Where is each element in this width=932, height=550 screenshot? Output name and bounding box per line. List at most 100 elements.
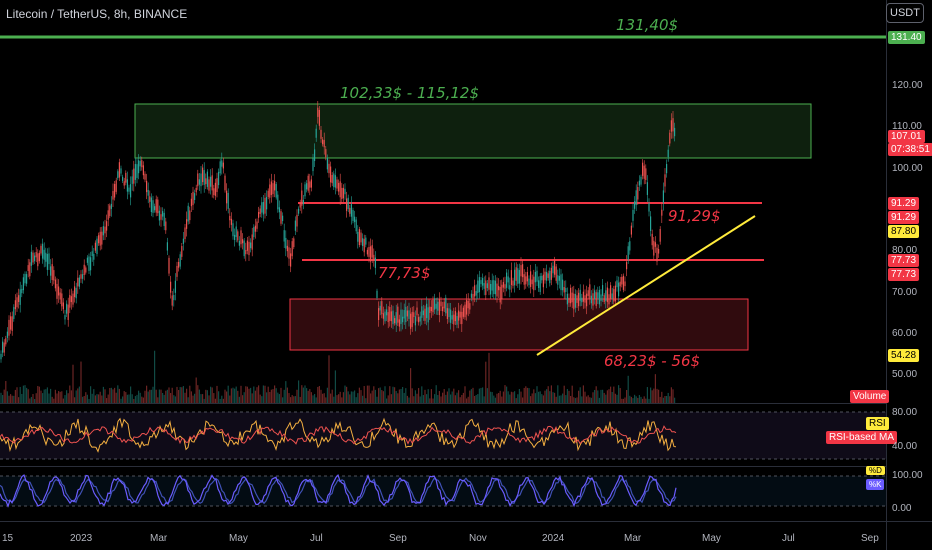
- volume-bar: [498, 392, 500, 403]
- candle-body: [634, 201, 636, 209]
- volume-bar: [358, 387, 360, 403]
- candle-body: [274, 180, 276, 191]
- volume-bar: [302, 387, 304, 403]
- volume-bar: [123, 391, 125, 403]
- candle-body: [61, 293, 63, 307]
- volume-bar: [272, 389, 274, 403]
- volume-bar: [411, 388, 413, 403]
- candle-body: [603, 295, 605, 303]
- rsi-lines: [0, 417, 677, 453]
- candle-body: [507, 276, 509, 283]
- resistance-zone-box[interactable]: [134, 103, 812, 159]
- volume-bar: [190, 391, 192, 403]
- candle-body: [674, 127, 676, 137]
- volume-bar: [622, 398, 624, 403]
- candle-body: [354, 216, 356, 223]
- ascending-trendline[interactable]: [536, 215, 756, 356]
- volume-bar: [672, 389, 674, 403]
- level-high-annotation[interactable]: 91,29$: [668, 207, 721, 225]
- candle-body: [80, 274, 82, 279]
- candle-body: [10, 316, 12, 330]
- candle-body: [307, 175, 309, 191]
- candle-body: [483, 283, 485, 289]
- symbol-title[interactable]: Litecoin / TetherUS, 8h, BINANCE: [6, 7, 188, 21]
- price-candles[interactable]: [0, 100, 676, 363]
- candle-body: [251, 234, 253, 250]
- candle-body: [442, 306, 444, 312]
- candle-body: [320, 129, 322, 139]
- volume-bar: [282, 397, 284, 403]
- time-label: Jul: [310, 533, 323, 544]
- candle-body: [56, 283, 58, 299]
- volume-bar: [179, 387, 181, 403]
- candle-body: [338, 183, 340, 192]
- currency-button[interactable]: USDT: [886, 3, 924, 23]
- candle-body: [445, 297, 447, 314]
- candle-body: [133, 168, 135, 184]
- volume-bar: [274, 385, 276, 403]
- volume-bar: [565, 395, 567, 403]
- candle-body: [30, 251, 32, 266]
- level-low-annotation[interactable]: 77,73$: [378, 264, 431, 282]
- volume-bar: [413, 396, 415, 403]
- volume-bar: [245, 386, 247, 403]
- candle-body: [379, 305, 381, 311]
- candle-body: [150, 197, 152, 212]
- candle-body: [430, 306, 432, 312]
- candle-body: [254, 225, 256, 232]
- volume-bar: [648, 398, 650, 403]
- candle-body: [560, 274, 562, 291]
- volume-bar: [374, 389, 376, 403]
- volume-bar: [117, 385, 119, 403]
- volume-bar: [283, 389, 285, 403]
- candle-body: [142, 165, 144, 176]
- level-low-tag-2: 77.73: [888, 268, 920, 281]
- candle-body: [365, 237, 367, 245]
- candle-body: [219, 161, 221, 174]
- volume-bar: [58, 391, 60, 403]
- volume-bar: [400, 388, 402, 403]
- support-zone-box[interactable]: [289, 298, 749, 351]
- volume-bar: [232, 387, 234, 403]
- volume-bar: [48, 393, 50, 403]
- candle-body: [643, 165, 645, 179]
- candle-body: [291, 241, 293, 257]
- candle-body: [587, 290, 589, 296]
- candle-body: [438, 299, 440, 316]
- candle-body: [493, 280, 495, 295]
- volume-bar: [186, 388, 188, 403]
- volume-bar: [250, 387, 252, 403]
- stoch-k-line: [0, 474, 677, 508]
- volume-bar: [483, 396, 485, 403]
- volume-bar: [352, 391, 354, 403]
- candle-body: [230, 218, 232, 225]
- volume-bar: [419, 396, 421, 403]
- candle-body: [371, 245, 373, 258]
- candle-body: [283, 230, 285, 242]
- candle-body: [514, 269, 516, 286]
- candle-body: [654, 242, 656, 247]
- volume-bar: [542, 395, 544, 403]
- volume-bar: [288, 393, 290, 403]
- candle-body: [491, 280, 493, 291]
- price-tick: 80.00: [892, 245, 918, 256]
- candle-body: [14, 300, 16, 310]
- candle-body: [336, 179, 338, 189]
- candle-body: [592, 293, 594, 306]
- support-zone-annotation[interactable]: 68,23$ - 56$: [604, 352, 701, 370]
- candle-body: [85, 267, 87, 273]
- volume-bar: [426, 394, 428, 403]
- candle-body: [498, 285, 500, 291]
- volume-bar: [494, 397, 496, 403]
- candle-body: [538, 280, 540, 288]
- target-annotation[interactable]: 131,40$: [616, 16, 679, 34]
- candle-body: [454, 311, 456, 322]
- candle-body: [157, 199, 159, 214]
- candle-body: [435, 303, 437, 309]
- candle-body: [501, 284, 503, 300]
- resistance-zone-annotation[interactable]: 102,33$ - 115,12$: [340, 84, 480, 102]
- candle-body: [661, 209, 663, 216]
- candle-body: [192, 191, 194, 206]
- volume-bar: [64, 395, 66, 403]
